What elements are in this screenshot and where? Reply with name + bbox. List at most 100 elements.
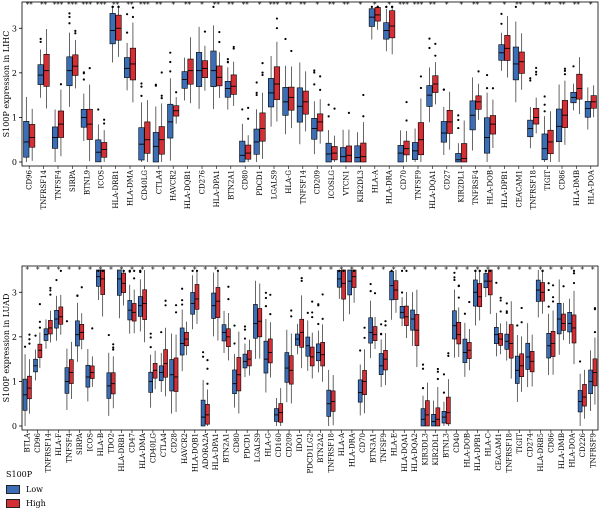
outlier-point <box>241 108 244 111</box>
x-tick-label: TNFSF4 <box>55 169 63 199</box>
outlier-point <box>227 298 230 301</box>
significance-label: * <box>503 1 507 9</box>
box <box>325 142 332 163</box>
x-tick-label: HLA-DPA1 <box>213 170 221 207</box>
significance-label: ** <box>544 1 552 9</box>
x-tick-label: HLA-DRB1 <box>112 170 120 209</box>
significance-label: * <box>361 266 365 274</box>
box <box>226 328 231 347</box>
significance-label: * <box>387 1 391 9</box>
outlier-point <box>505 302 508 305</box>
x-tick-label: TNFRSF18 <box>327 433 335 472</box>
significance-label: ** <box>299 1 307 9</box>
outlier-point <box>477 70 480 73</box>
outlier-point <box>139 269 142 272</box>
box <box>368 317 373 344</box>
box <box>48 320 53 335</box>
significance-label: *** <box>53 1 64 9</box>
outlier-point <box>321 293 324 296</box>
outlier-point <box>160 96 163 100</box>
x-tick-label: CD80 <box>233 433 241 453</box>
outlier-point <box>547 282 550 285</box>
box <box>72 54 79 76</box>
outlier-point <box>206 382 209 385</box>
box <box>452 310 457 340</box>
outlier-point <box>369 282 372 286</box>
outlier-point <box>107 333 110 337</box>
significance-label: * <box>591 266 595 274</box>
outlier-point <box>442 391 446 394</box>
outlier-point <box>28 333 31 336</box>
box <box>288 86 295 111</box>
outlier-point <box>233 342 236 345</box>
x-tick-label: LGALS9 <box>271 170 279 199</box>
outlier-point <box>572 65 575 68</box>
outlier-point <box>563 67 567 70</box>
outlier-point <box>317 322 320 326</box>
outlier-point <box>264 305 268 308</box>
box <box>263 340 269 374</box>
x-tick-label: CD96 <box>34 432 42 452</box>
outlier-point <box>140 85 143 88</box>
box <box>456 322 462 345</box>
outlier-point <box>468 300 471 304</box>
x-tick-label: HLA-DQB1 <box>191 433 199 472</box>
outlier-point <box>485 73 489 77</box>
box <box>374 7 381 22</box>
outlier-point <box>131 6 135 9</box>
outlier-point <box>421 367 425 370</box>
outlier-point <box>290 309 293 312</box>
outlier-point <box>128 270 131 273</box>
significance-label: * <box>57 266 61 274</box>
x-tick-label: HLA-DPB1 <box>474 433 482 471</box>
x-tick-label: TIGIT <box>544 170 552 191</box>
x-tick-label: HLA-DRB5 <box>537 433 545 472</box>
outlier-point <box>484 269 487 272</box>
significance-label: * <box>340 266 344 274</box>
outlier-point <box>333 107 336 110</box>
significance-label: * <box>266 266 270 274</box>
box <box>273 66 280 100</box>
box <box>533 108 540 125</box>
outlier-point <box>149 336 152 339</box>
box <box>410 309 415 331</box>
box <box>440 121 447 143</box>
outlier-point <box>380 323 383 326</box>
outlier-point <box>327 115 330 118</box>
x-tick-label: CD47 <box>128 433 136 453</box>
x-tick-label: CD27 <box>443 170 451 190</box>
outlier-point <box>160 94 163 97</box>
box <box>296 87 303 123</box>
outlier-point <box>39 40 42 43</box>
outlier-point <box>49 293 52 296</box>
outlier-point <box>227 285 230 288</box>
outlier-point <box>117 5 120 8</box>
outlier-point <box>226 61 229 64</box>
significance-label: * <box>382 266 386 274</box>
box <box>383 350 388 371</box>
significance-label: * <box>445 1 449 9</box>
outlier-point <box>369 290 372 293</box>
box <box>23 121 30 158</box>
significance-label: * <box>46 266 50 274</box>
outlier-point <box>101 269 104 272</box>
significance-label: ** <box>328 1 336 9</box>
outlier-point <box>442 373 446 376</box>
outlier-point <box>499 310 502 313</box>
outlier-point <box>572 269 576 272</box>
significance-label: * <box>245 266 249 274</box>
legend-swatch-high <box>6 498 20 508</box>
box <box>518 51 525 74</box>
outlier-point <box>203 30 207 33</box>
x-tick-label: HLA-G <box>285 170 293 194</box>
x-tick-label: TNFRSF9 <box>589 433 597 468</box>
x-tick-label: HAVCR2 <box>170 170 178 201</box>
box <box>362 370 367 395</box>
box <box>187 58 194 85</box>
y-tick-label: 0 <box>12 158 17 167</box>
outlier-point <box>384 324 387 327</box>
box <box>85 364 91 388</box>
box <box>144 121 151 154</box>
x-tick-label: PDCD1 <box>244 433 252 459</box>
outlier-point <box>243 328 247 331</box>
